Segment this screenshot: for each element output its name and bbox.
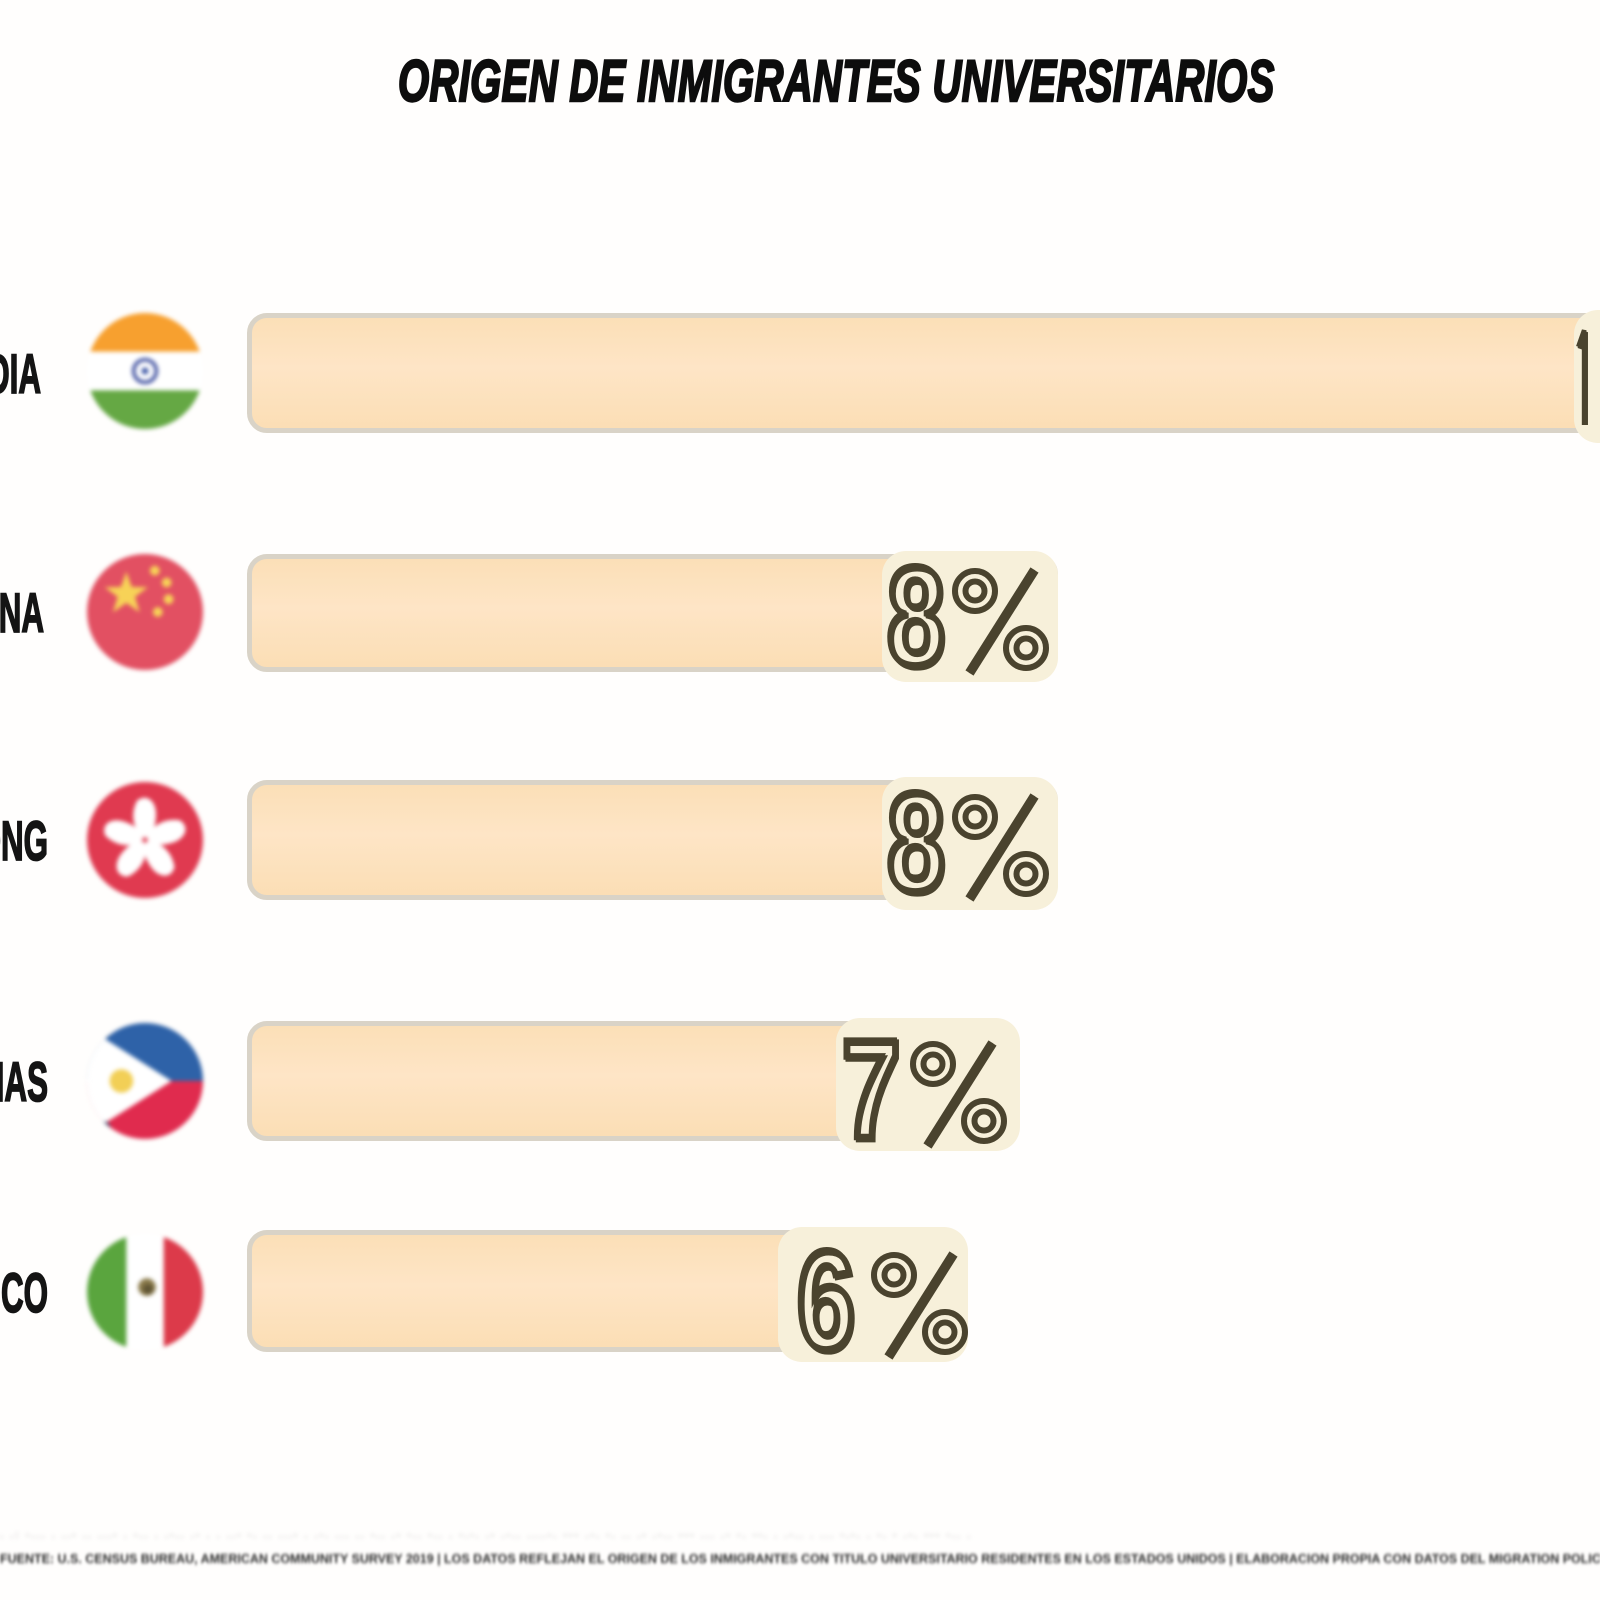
svg-text:8: 8	[888, 558, 946, 682]
svg-text:7: 7	[841, 1031, 899, 1155]
svg-text:7: 7	[843, 1031, 901, 1155]
svg-text:6: 6	[796, 1242, 854, 1366]
svg-text:8: 8	[886, 784, 944, 908]
svg-text:8: 8	[888, 784, 946, 908]
svg-text:6: 6	[798, 1242, 856, 1366]
svg-text:8: 8	[886, 558, 944, 682]
